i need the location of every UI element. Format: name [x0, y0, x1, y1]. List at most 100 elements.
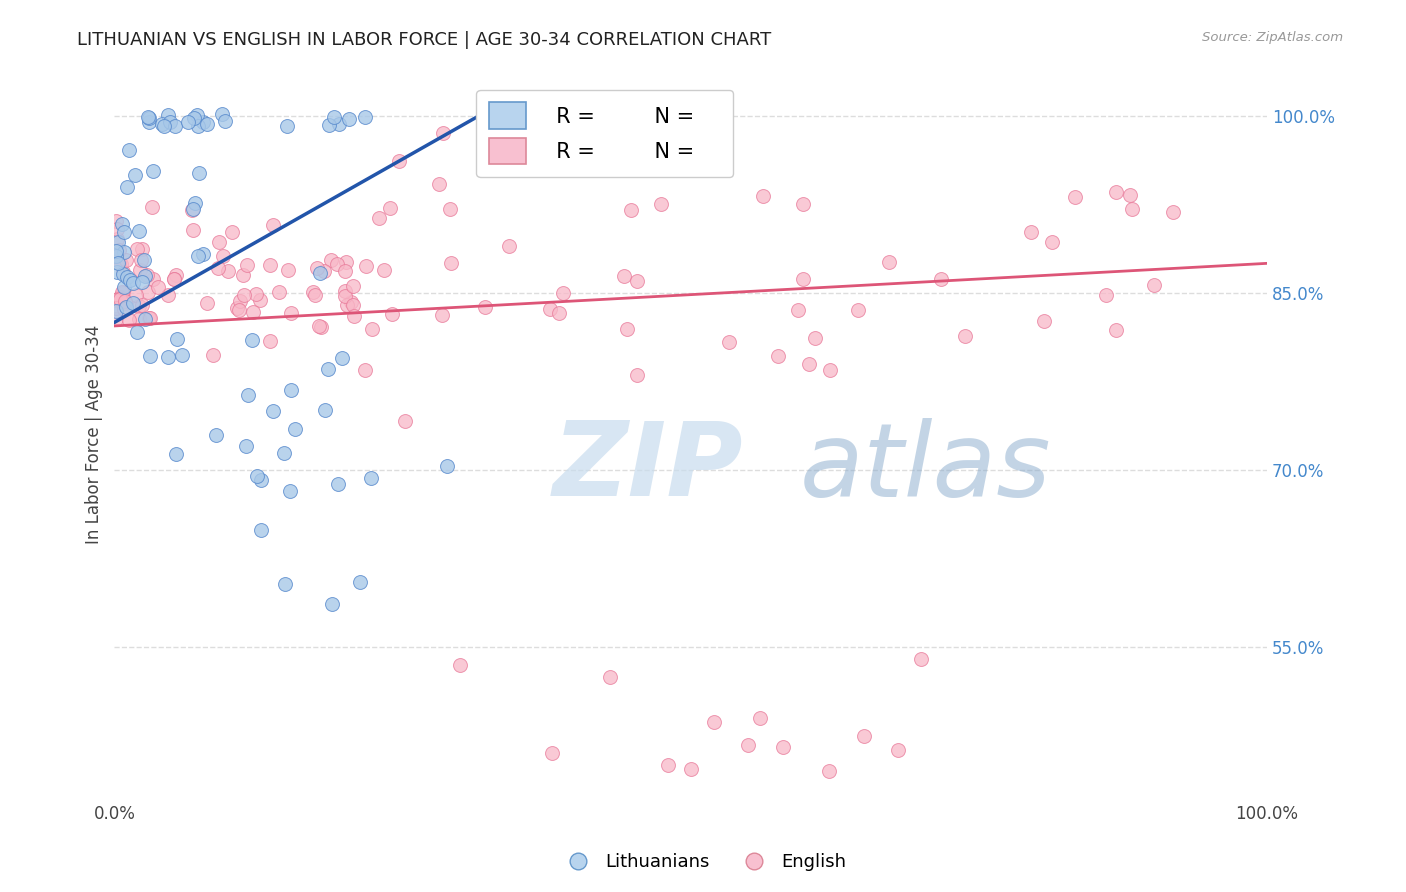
Text: N =: N = — [619, 92, 657, 111]
Point — [349, 574, 371, 589]
Point — [115, 270, 138, 285]
Point — [214, 114, 236, 128]
Point — [187, 249, 209, 263]
Point — [195, 295, 218, 310]
Point — [208, 235, 231, 249]
Point — [118, 312, 141, 326]
Point — [127, 243, 149, 257]
Point — [110, 257, 132, 271]
Point — [259, 334, 281, 348]
Point — [186, 108, 208, 122]
Text: 0.084: 0.084 — [591, 127, 645, 145]
Point — [159, 114, 181, 128]
Point — [191, 247, 214, 261]
Point — [142, 164, 165, 178]
Point — [354, 110, 377, 124]
Point — [104, 312, 127, 326]
Point — [217, 264, 239, 278]
Point — [356, 259, 378, 273]
Point — [361, 322, 384, 336]
Point — [373, 263, 395, 277]
Point — [246, 469, 269, 483]
Point — [439, 202, 461, 216]
Point — [129, 253, 152, 268]
Point — [1143, 277, 1166, 292]
Point — [548, 305, 571, 319]
Point — [751, 189, 773, 203]
Point — [105, 303, 128, 318]
Point — [381, 307, 404, 321]
Point — [115, 301, 138, 315]
Point — [138, 111, 160, 125]
Point — [877, 255, 900, 269]
Point — [1161, 205, 1184, 219]
Point — [134, 312, 156, 326]
Point — [124, 287, 146, 301]
Point — [846, 302, 869, 317]
Point — [128, 299, 150, 313]
Point — [207, 261, 229, 276]
Point — [226, 301, 249, 315]
Point — [342, 297, 364, 311]
Point — [138, 114, 160, 128]
Point — [599, 670, 621, 684]
Point — [129, 263, 152, 277]
Point — [360, 471, 382, 485]
Point — [108, 290, 131, 304]
Point — [105, 222, 128, 236]
Point — [204, 428, 226, 442]
Point — [620, 202, 643, 217]
Point — [626, 368, 648, 383]
Point — [312, 263, 335, 277]
Point — [193, 114, 215, 128]
Point — [236, 258, 259, 272]
Point — [107, 243, 129, 257]
Point — [105, 232, 128, 246]
Point — [335, 285, 357, 299]
Point — [910, 652, 932, 666]
Point — [114, 293, 136, 308]
Point — [131, 298, 153, 312]
Point — [115, 179, 138, 194]
Point — [165, 119, 187, 133]
Point — [138, 349, 160, 363]
Point — [538, 302, 561, 317]
Point — [342, 279, 364, 293]
Point — [284, 422, 307, 436]
Point — [157, 288, 180, 302]
Point — [335, 264, 357, 278]
Point — [378, 201, 401, 215]
Point — [176, 114, 198, 128]
Point — [201, 348, 224, 362]
Point — [626, 274, 648, 288]
Point — [112, 225, 135, 239]
Point — [104, 250, 127, 264]
Point — [128, 311, 150, 326]
Text: 0.395: 0.395 — [591, 92, 647, 111]
Point — [105, 265, 128, 279]
Y-axis label: In Labor Force | Age 30-34: In Labor Force | Age 30-34 — [86, 325, 103, 544]
Point — [153, 119, 176, 133]
Point — [111, 285, 134, 300]
Point — [134, 269, 156, 284]
Point — [1118, 187, 1140, 202]
Point — [1105, 185, 1128, 199]
Text: R =: R = — [520, 92, 555, 111]
Point — [162, 271, 184, 285]
Point — [427, 177, 450, 191]
Point — [1064, 190, 1087, 204]
Text: N =: N = — [619, 127, 657, 145]
Point — [335, 254, 357, 268]
Point — [181, 202, 204, 216]
Point — [181, 202, 204, 217]
Point — [122, 296, 145, 310]
Point — [141, 200, 163, 214]
Point — [233, 288, 256, 302]
Point — [887, 743, 910, 757]
Point — [613, 268, 636, 283]
Point — [156, 108, 179, 122]
Point — [309, 266, 332, 280]
Point — [929, 271, 952, 285]
Point — [136, 285, 159, 299]
Legend:   R =         N =    ,   R =         N =    : R = N = , R = N = — [477, 90, 734, 177]
